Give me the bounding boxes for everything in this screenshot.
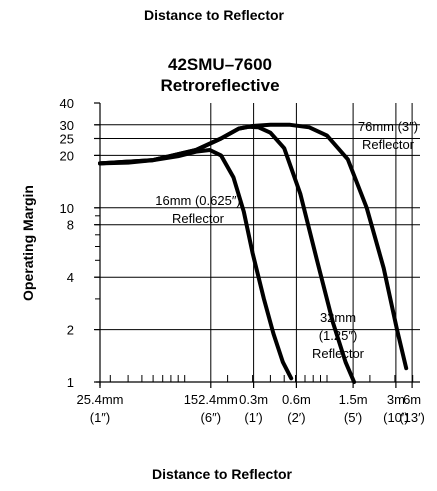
x-tick-label: 152.4mm: [184, 392, 238, 407]
y-axis-label: Operating Margin: [20, 185, 36, 301]
y-tick-label: 4: [67, 270, 74, 285]
x-tick-label: 25.4mm: [77, 392, 124, 407]
y-tick-label: 20: [60, 148, 74, 163]
y-tick-label: 8: [67, 218, 74, 233]
x-tick-sublabel: (13′): [399, 410, 425, 425]
series-label: Reflector: [362, 137, 415, 152]
series-label: 32mm: [320, 310, 356, 325]
x-tick-label: 0.6m: [282, 392, 311, 407]
chart-subtitle: Retroreflective: [160, 76, 279, 95]
x-tick-sublabel: (1′): [244, 410, 262, 425]
x-tick-label: 3m: [387, 392, 405, 407]
x-tick-label: 0.3m: [239, 392, 268, 407]
series-label: (1.25″): [319, 328, 358, 343]
x-tick-sublabel: (1″): [90, 410, 111, 425]
x-tick-sublabel: (2′): [287, 410, 305, 425]
y-tick-label: 1: [67, 375, 74, 390]
x-tick-label: 1.5m: [339, 392, 368, 407]
series-label: Reflector: [172, 211, 225, 226]
y-tick-label: 30: [60, 118, 74, 133]
x-tick-label: 6m: [403, 392, 421, 407]
x-tick-sublabel: (6″): [201, 410, 222, 425]
chart-title: 42SMU–7600: [168, 55, 272, 74]
series-line-1: [98, 148, 294, 381]
series-line-3: [98, 122, 409, 371]
series-label: Reflector: [312, 346, 365, 361]
y-tick-label: 2: [67, 323, 74, 338]
series-label: 76mm (3″): [358, 119, 418, 134]
x-tick-sublabel: (10′): [383, 410, 409, 425]
x-axis-label: Distance to Reflector: [152, 466, 293, 482]
top-caption: Distance to Reflector: [144, 7, 285, 23]
y-tick-label: 10: [60, 201, 74, 216]
y-tick-label: 25: [60, 132, 74, 147]
x-tick-sublabel: (5′): [344, 410, 362, 425]
y-tick-label: 40: [60, 96, 74, 111]
series-label: 16mm (0.625″): [155, 193, 241, 208]
